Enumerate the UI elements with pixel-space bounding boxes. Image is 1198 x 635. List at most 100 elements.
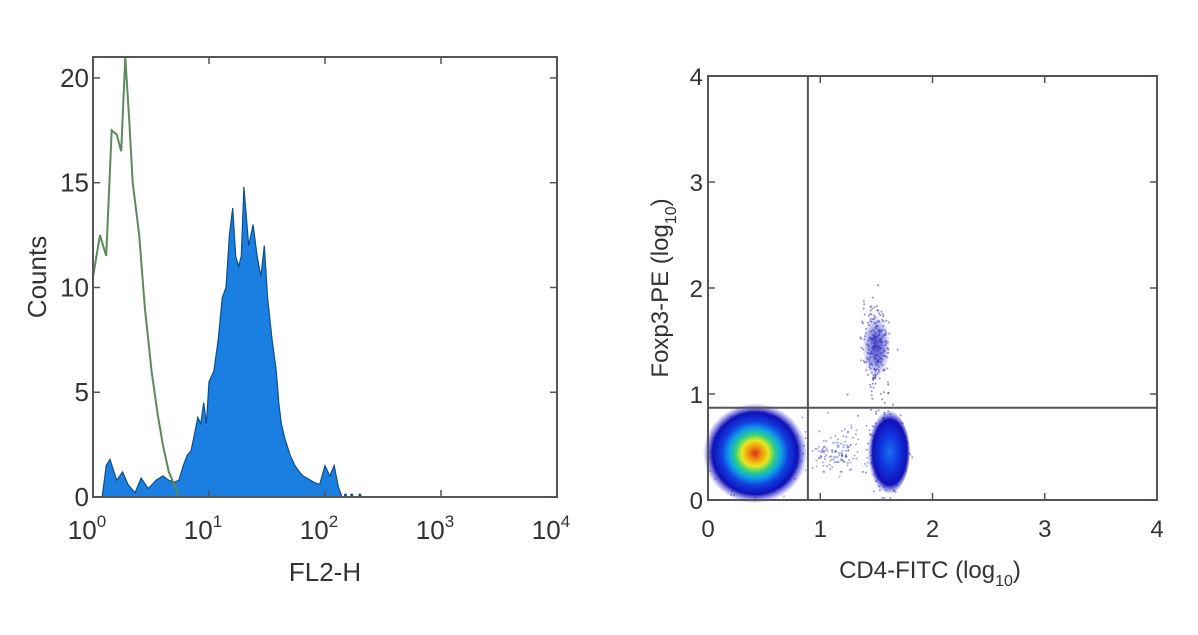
event-dot [855, 457, 858, 460]
event-dot [844, 440, 847, 443]
double-negative-population [703, 403, 808, 504]
event-dot [889, 496, 892, 499]
event-dot [842, 446, 845, 449]
event-dot [840, 430, 843, 432]
event-dot [869, 313, 872, 315]
event-dot [887, 383, 890, 386]
treg-population [862, 314, 891, 379]
event-dot [873, 490, 876, 493]
event-dot [875, 305, 878, 308]
event-dot [804, 430, 807, 433]
y-tick-label: 0 [75, 482, 89, 512]
y-tick-label: 2 [690, 276, 703, 303]
event-dot [836, 438, 839, 441]
event-dot [818, 457, 821, 460]
event-dot [819, 455, 822, 458]
event-dot [869, 309, 872, 312]
dotplot-events [703, 284, 914, 504]
event-dot [824, 455, 826, 458]
event-dot [856, 451, 859, 454]
event-dot [822, 447, 825, 450]
event-dot [843, 460, 846, 463]
event-dot [838, 451, 840, 454]
event-dot [867, 373, 869, 376]
event-dot [836, 461, 839, 464]
x-tick-label: 104 [532, 512, 570, 545]
event-dot [841, 449, 844, 452]
event-dot [863, 303, 866, 306]
event-dot [811, 466, 814, 469]
event-dot [871, 397, 874, 400]
histogram-x-label: FL2-H [289, 557, 361, 587]
event-dot [864, 462, 866, 465]
event-dot [827, 411, 830, 414]
event-dot [850, 424, 853, 427]
event-dot [869, 408, 872, 411]
event-dot [886, 367, 889, 370]
event-dot [825, 439, 828, 442]
event-dot [829, 468, 832, 471]
event-dot [887, 391, 890, 394]
event-dot [850, 426, 853, 429]
event-dot [870, 390, 873, 393]
event-dot [875, 410, 878, 413]
event-dot [828, 455, 831, 458]
event-dot [878, 377, 881, 380]
event-dot [820, 451, 823, 454]
event-dot [835, 460, 837, 463]
event-dot [822, 439, 825, 442]
x-tick-label: 102 [300, 512, 338, 545]
event-dot [874, 382, 877, 385]
histogram-panel: 0 5 10 15 20 100 101 102 103 104 Counts FL2-H [22, 56, 570, 587]
event-dot [823, 471, 826, 473]
x-tick-label: 3 [1038, 516, 1051, 543]
event-dot [783, 495, 785, 498]
event-dot [829, 436, 832, 439]
event-dot [877, 284, 880, 287]
y-tick-label: 20 [60, 63, 89, 93]
y-tick-label: 3 [690, 170, 703, 197]
event-dot [846, 446, 849, 449]
event-dot [911, 456, 914, 459]
event-dot [838, 445, 841, 447]
histogram-event-dot [350, 493, 354, 497]
event-dot [849, 461, 852, 464]
histogram-event-dot [343, 493, 347, 497]
event-dot [844, 454, 847, 457]
x-tick-label: 103 [416, 512, 454, 545]
event-dot [835, 450, 837, 453]
y-tick-label: 0 [690, 488, 703, 515]
event-dot [883, 496, 886, 499]
event-dot [818, 445, 820, 448]
event-dot [822, 464, 825, 467]
event-dot [837, 441, 840, 444]
event-dot [821, 449, 824, 452]
event-dot [801, 416, 804, 419]
event-dot [847, 448, 850, 451]
event-dot [840, 459, 843, 462]
event-dot [882, 391, 885, 394]
event-dot [831, 466, 834, 469]
event-dot [864, 471, 867, 474]
event-dot [831, 451, 834, 454]
event-dot [855, 443, 858, 446]
event-dot [859, 336, 862, 339]
dotplot-y-label: Foxp3-PE (log10) [647, 198, 680, 377]
histogram-event-dot [358, 493, 362, 497]
event-dot [825, 454, 828, 457]
event-dot [846, 393, 849, 396]
quadrant-gates [708, 76, 1157, 500]
x-tick-label: 4 [1150, 516, 1163, 543]
event-dot [848, 469, 851, 472]
event-dot [842, 435, 845, 438]
event-dot [879, 393, 882, 395]
event-dot [815, 465, 818, 468]
event-dot [831, 458, 834, 461]
event-dot [870, 394, 873, 397]
dotplot-x-label: CD4-FITC (log10) [839, 557, 1021, 590]
event-dot [834, 441, 837, 444]
event-dot [871, 307, 874, 310]
event-dot [846, 462, 849, 464]
